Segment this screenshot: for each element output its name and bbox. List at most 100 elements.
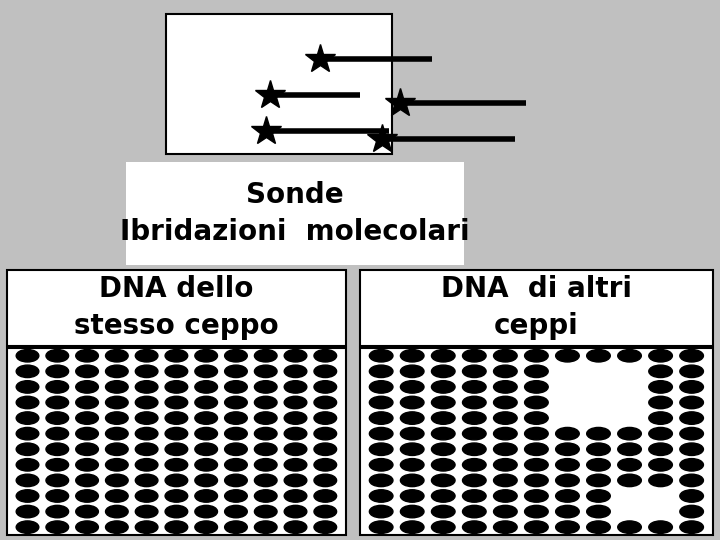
Ellipse shape: [225, 396, 247, 409]
Ellipse shape: [493, 396, 517, 409]
Ellipse shape: [135, 381, 158, 393]
Ellipse shape: [400, 521, 424, 534]
Ellipse shape: [680, 349, 703, 362]
Ellipse shape: [431, 412, 455, 424]
Ellipse shape: [106, 381, 128, 393]
Ellipse shape: [556, 443, 580, 455]
Ellipse shape: [254, 521, 277, 534]
Ellipse shape: [16, 443, 39, 455]
Ellipse shape: [400, 412, 424, 424]
Ellipse shape: [400, 490, 424, 502]
Ellipse shape: [254, 349, 277, 362]
Ellipse shape: [165, 521, 188, 534]
Ellipse shape: [431, 443, 455, 455]
Ellipse shape: [284, 396, 307, 409]
Ellipse shape: [649, 396, 672, 409]
Ellipse shape: [680, 490, 703, 502]
Ellipse shape: [400, 428, 424, 440]
Ellipse shape: [16, 458, 39, 471]
Ellipse shape: [431, 490, 455, 502]
Ellipse shape: [225, 505, 247, 518]
Ellipse shape: [46, 428, 68, 440]
Ellipse shape: [369, 349, 393, 362]
Ellipse shape: [106, 521, 128, 534]
Ellipse shape: [556, 349, 580, 362]
Ellipse shape: [106, 396, 128, 409]
Ellipse shape: [431, 474, 455, 487]
Ellipse shape: [225, 458, 247, 471]
Ellipse shape: [556, 474, 580, 487]
Ellipse shape: [135, 365, 158, 377]
Ellipse shape: [284, 521, 307, 534]
Ellipse shape: [649, 521, 672, 534]
Ellipse shape: [587, 458, 611, 471]
Ellipse shape: [76, 443, 99, 455]
Ellipse shape: [556, 521, 580, 534]
Ellipse shape: [369, 521, 393, 534]
Bar: [7, 270, 346, 346]
Ellipse shape: [400, 458, 424, 471]
Ellipse shape: [680, 443, 703, 455]
Ellipse shape: [462, 521, 486, 534]
Ellipse shape: [462, 474, 486, 487]
Ellipse shape: [462, 458, 486, 471]
Ellipse shape: [76, 428, 99, 440]
Ellipse shape: [525, 521, 548, 534]
Ellipse shape: [16, 396, 39, 409]
Ellipse shape: [462, 505, 486, 518]
Ellipse shape: [680, 521, 703, 534]
Ellipse shape: [225, 443, 247, 455]
Ellipse shape: [46, 365, 68, 377]
Ellipse shape: [680, 474, 703, 487]
Ellipse shape: [493, 458, 517, 471]
Ellipse shape: [431, 349, 455, 362]
Ellipse shape: [76, 396, 99, 409]
Ellipse shape: [680, 396, 703, 409]
Ellipse shape: [525, 443, 548, 455]
Ellipse shape: [46, 381, 68, 393]
Ellipse shape: [76, 412, 99, 424]
Ellipse shape: [254, 381, 277, 393]
Ellipse shape: [106, 505, 128, 518]
Ellipse shape: [462, 365, 486, 377]
Ellipse shape: [225, 365, 247, 377]
Ellipse shape: [46, 505, 68, 518]
Ellipse shape: [135, 490, 158, 502]
Ellipse shape: [106, 365, 128, 377]
Ellipse shape: [462, 396, 486, 409]
Ellipse shape: [649, 458, 672, 471]
Ellipse shape: [431, 505, 455, 518]
Ellipse shape: [493, 365, 517, 377]
Ellipse shape: [493, 505, 517, 518]
Ellipse shape: [254, 396, 277, 409]
Ellipse shape: [525, 505, 548, 518]
Ellipse shape: [680, 381, 703, 393]
Ellipse shape: [16, 381, 39, 393]
Ellipse shape: [314, 365, 337, 377]
Ellipse shape: [649, 365, 672, 377]
Ellipse shape: [106, 443, 128, 455]
Ellipse shape: [16, 474, 39, 487]
Ellipse shape: [195, 458, 217, 471]
Ellipse shape: [16, 428, 39, 440]
Ellipse shape: [462, 428, 486, 440]
Ellipse shape: [493, 490, 517, 502]
Ellipse shape: [587, 505, 611, 518]
Ellipse shape: [135, 458, 158, 471]
Ellipse shape: [462, 443, 486, 455]
Ellipse shape: [254, 490, 277, 502]
Ellipse shape: [46, 349, 68, 362]
Ellipse shape: [369, 381, 393, 393]
Ellipse shape: [618, 521, 642, 534]
Text: DNA dello
stesso ceppo: DNA dello stesso ceppo: [74, 275, 279, 340]
Ellipse shape: [46, 443, 68, 455]
Ellipse shape: [225, 474, 247, 487]
Ellipse shape: [314, 381, 337, 393]
Ellipse shape: [254, 365, 277, 377]
Ellipse shape: [525, 396, 548, 409]
Ellipse shape: [587, 428, 611, 440]
Ellipse shape: [680, 505, 703, 518]
Bar: [166, 14, 392, 154]
Ellipse shape: [649, 412, 672, 424]
Ellipse shape: [106, 412, 128, 424]
